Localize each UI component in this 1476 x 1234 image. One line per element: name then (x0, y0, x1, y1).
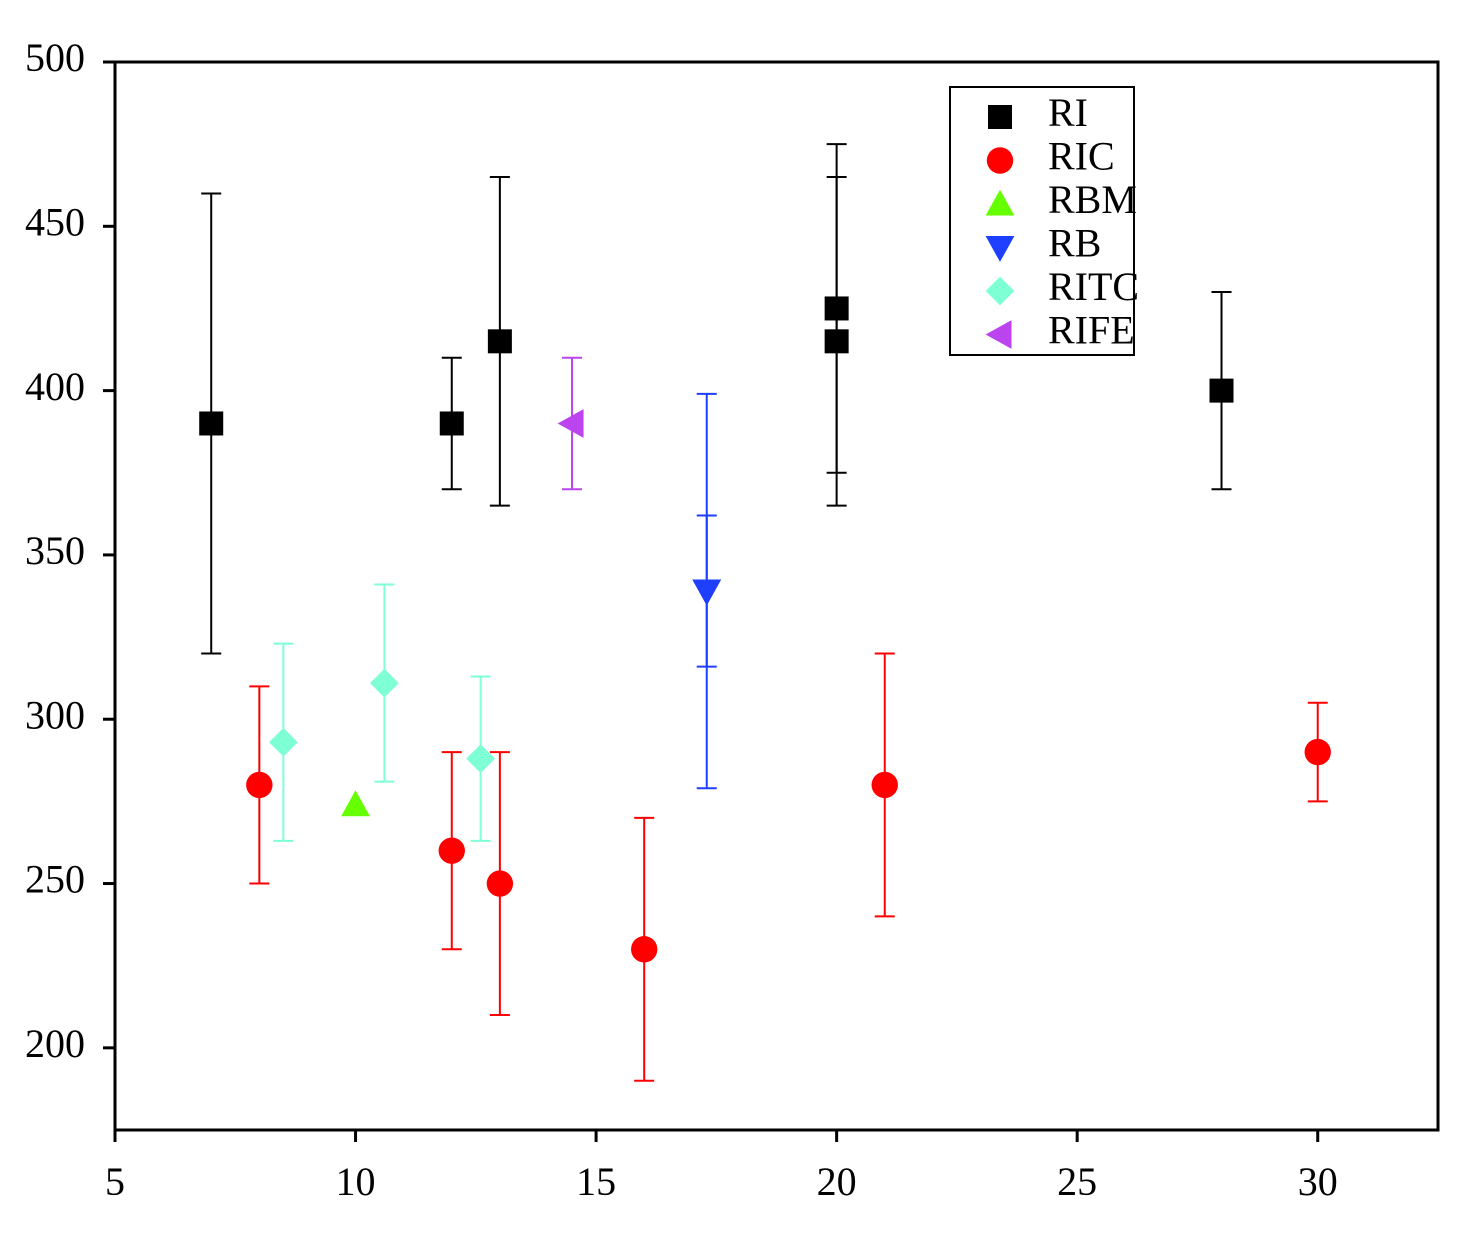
marker (246, 771, 273, 799)
marker (438, 837, 465, 864)
y-tick-label: 350 (25, 528, 85, 573)
y-tick-label: 400 (25, 364, 85, 409)
x-tick-label: 30 (1298, 1159, 1338, 1204)
marker (1209, 378, 1234, 403)
x-tick-label: 10 (336, 1159, 376, 1204)
marker (871, 771, 898, 799)
marker (370, 668, 399, 698)
marker (692, 579, 722, 606)
marker (439, 411, 464, 436)
x-tick-label: 25 (1057, 1159, 1097, 1204)
x-tick-label: 20 (817, 1159, 857, 1204)
legend-marker (985, 235, 1015, 262)
legend-marker (985, 189, 1015, 216)
marker (824, 329, 849, 354)
marker (557, 409, 584, 438)
legend-box (949, 86, 1135, 356)
marker (341, 790, 370, 817)
y-tick-label: 450 (25, 199, 85, 244)
marker (466, 744, 496, 774)
marker (487, 329, 512, 354)
legend-label: RBM (1048, 177, 1137, 222)
legend-marker (985, 320, 1012, 349)
y-tick-label: 500 (25, 35, 85, 80)
marker (824, 296, 849, 321)
y-tick-label: 300 (25, 692, 85, 737)
legend-marker (986, 147, 1014, 174)
legend-label: RB (1048, 221, 1101, 266)
legend-marker (985, 276, 1015, 306)
plot-frame (113, 60, 1440, 1132)
legend-label: RITC (1048, 264, 1139, 309)
legend-label: RIFE (1048, 308, 1135, 353)
y-tick-label: 200 (25, 1021, 85, 1066)
marker (631, 936, 658, 963)
y-tick-label: 250 (25, 857, 85, 902)
marker (199, 411, 224, 436)
marker (1304, 738, 1331, 766)
legend-label: RI (1048, 90, 1088, 135)
legend-marker (988, 105, 1012, 129)
x-tick-label: 5 (105, 1159, 125, 1204)
x-tick-label: 15 (576, 1159, 616, 1204)
marker (486, 870, 514, 897)
legend-label: RIC (1048, 134, 1115, 179)
marker (268, 727, 298, 757)
